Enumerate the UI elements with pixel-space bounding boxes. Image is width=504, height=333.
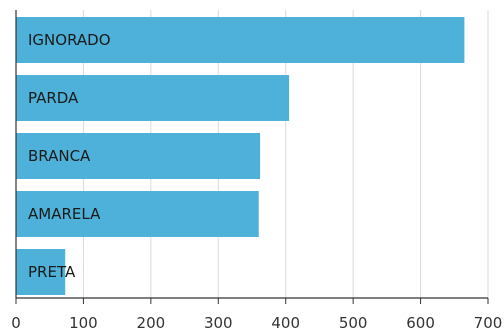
- x-tick-label-400: 400: [271, 314, 300, 332]
- bar-preta: [16, 249, 66, 295]
- bar-label-ignorado: IGNORADO: [28, 31, 111, 49]
- bar-amarela: [16, 191, 259, 237]
- x-tick-label-200: 200: [137, 314, 166, 332]
- bars: IGNORADO PARDA BRANCA AMARELA PRETA: [16, 17, 465, 295]
- bar-parda: [16, 75, 290, 121]
- x-tick-label-0: 0: [11, 314, 21, 332]
- x-tick-label-500: 500: [339, 314, 368, 332]
- bar-label-parda: PARDA: [28, 89, 79, 107]
- bar-label-branca: BRANCA: [28, 147, 91, 165]
- x-tick-label-300: 300: [204, 314, 233, 332]
- bar-branca: [16, 133, 261, 179]
- bar-label-preta: PRETA: [28, 263, 76, 281]
- x-tick-label-600: 600: [406, 314, 435, 332]
- x-tick-label-700: 700: [474, 314, 503, 332]
- x-axis: 0 100 200 300 400 500 600 700: [11, 10, 502, 332]
- bar-label-amarela: AMARELA: [28, 205, 101, 223]
- bar-ignorado: [16, 17, 465, 63]
- x-tick-label-100: 100: [69, 314, 98, 332]
